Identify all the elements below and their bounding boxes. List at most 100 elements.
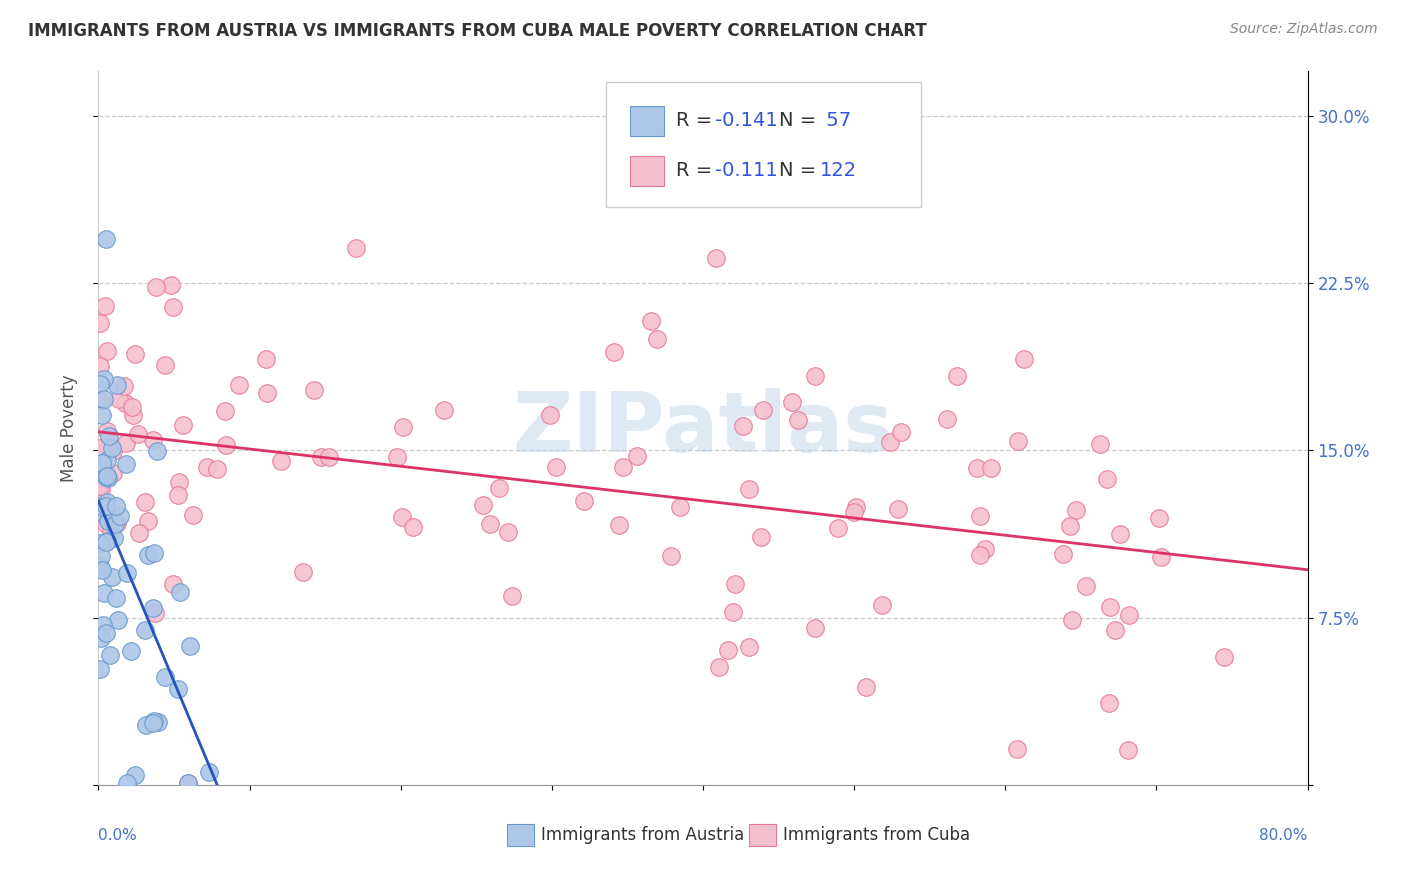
Y-axis label: Male Poverty: Male Poverty [59, 375, 77, 482]
Point [159, 277, 181, 292]
Point [780, 395, 803, 409]
Point [706, 252, 728, 266]
Point [94, 626, 117, 640]
FancyBboxPatch shape [749, 824, 776, 846]
Point [124, 347, 146, 361]
Point [141, 434, 163, 448]
Point [155, 670, 177, 684]
Point [890, 425, 912, 440]
Point [1109, 526, 1132, 541]
Point [1059, 519, 1081, 533]
Point [668, 500, 690, 515]
Point [134, 495, 156, 509]
Point [1052, 547, 1074, 561]
Point [117, 566, 139, 580]
Point [93, 586, 115, 600]
Point [752, 402, 775, 417]
Point [176, 775, 198, 790]
Point [1098, 697, 1121, 711]
Point [183, 508, 205, 522]
Point [1005, 741, 1028, 756]
Point [105, 500, 128, 514]
Point [1060, 613, 1083, 627]
Point [1012, 352, 1035, 367]
Point [135, 718, 157, 732]
Point [844, 505, 866, 519]
Point [98, 648, 121, 662]
Point [870, 598, 893, 612]
Point [97, 429, 120, 443]
Point [1090, 437, 1112, 451]
Point [1097, 472, 1119, 486]
Point [612, 460, 634, 475]
Point [96, 466, 118, 480]
Point [105, 591, 128, 605]
Point [103, 532, 125, 546]
Point [89, 558, 111, 573]
Point [90, 631, 112, 645]
Point [803, 621, 825, 635]
Point [89, 458, 111, 473]
Point [89, 479, 111, 493]
Point [142, 715, 165, 730]
FancyBboxPatch shape [508, 824, 534, 846]
Point [103, 467, 125, 481]
Point [142, 546, 165, 560]
Point [101, 441, 124, 455]
Point [96, 425, 118, 439]
Point [496, 525, 519, 540]
Point [155, 358, 177, 372]
Point [205, 462, 228, 476]
Point [89, 662, 111, 676]
Text: IMMIGRANTS FROM AUSTRIA VS IMMIGRANTS FROM CUBA MALE POVERTY CORRELATION CHART: IMMIGRANTS FROM AUSTRIA VS IMMIGRANTS FR… [28, 22, 927, 40]
Point [661, 549, 683, 563]
Point [89, 536, 111, 550]
Point [94, 469, 117, 483]
Point [120, 644, 142, 658]
Point [270, 454, 292, 468]
Point [89, 376, 111, 391]
Point [887, 501, 910, 516]
Point [110, 508, 132, 523]
Point [107, 613, 129, 627]
Point [737, 482, 759, 496]
Point [721, 605, 744, 619]
Point [96, 494, 118, 508]
Point [114, 396, 136, 410]
Point [291, 565, 314, 579]
Text: -0.111: -0.111 [716, 161, 778, 180]
Point [166, 487, 188, 501]
Point [855, 680, 877, 694]
Point [104, 517, 127, 532]
Point [93, 371, 115, 385]
Point [1150, 550, 1173, 565]
Point [385, 450, 408, 465]
FancyBboxPatch shape [630, 105, 664, 136]
Point [94, 232, 117, 246]
Point [318, 450, 340, 464]
Point [90, 549, 112, 563]
Point [1074, 579, 1097, 593]
FancyBboxPatch shape [606, 82, 921, 207]
Point [309, 450, 332, 464]
Point [97, 471, 120, 485]
Text: R =: R = [676, 161, 718, 180]
Point [91, 500, 114, 515]
Point [145, 280, 167, 294]
Point [472, 499, 495, 513]
Text: Immigrants from Cuba: Immigrants from Cuba [783, 826, 970, 844]
Point [478, 517, 501, 532]
Point [787, 413, 810, 427]
Point [89, 394, 111, 409]
Point [107, 392, 129, 407]
Point [127, 426, 149, 441]
Point [344, 241, 367, 255]
Text: 122: 122 [820, 161, 858, 180]
Point [228, 378, 250, 392]
Point [94, 299, 117, 313]
Point [89, 359, 111, 373]
Point [1064, 502, 1087, 516]
Point [197, 765, 219, 780]
Point [136, 548, 159, 562]
Point [538, 408, 561, 422]
